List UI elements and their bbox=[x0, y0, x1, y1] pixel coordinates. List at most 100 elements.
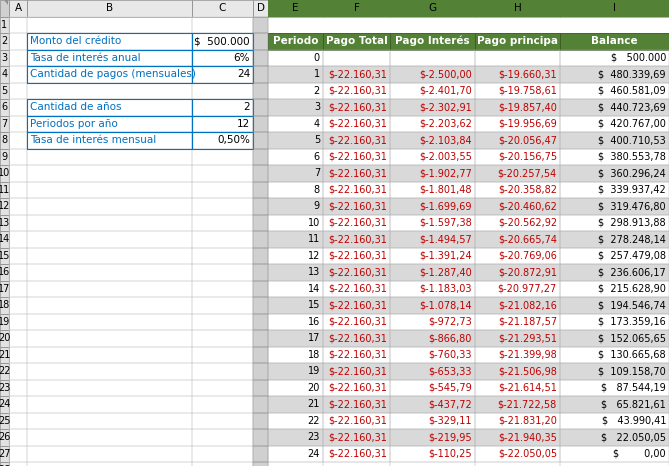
Text: 12: 12 bbox=[0, 201, 11, 211]
Text: $-21.293,51: $-21.293,51 bbox=[498, 333, 557, 343]
Bar bbox=[560, 82, 669, 99]
Bar bbox=[253, 379, 268, 396]
Bar bbox=[560, 330, 669, 347]
Text: Cantidad de años: Cantidad de años bbox=[30, 102, 122, 112]
Text: 12: 12 bbox=[308, 251, 320, 261]
Bar bbox=[268, 396, 323, 412]
Bar bbox=[192, 16, 253, 33]
Bar bbox=[0, 247, 9, 264]
Bar bbox=[560, 149, 669, 165]
Text: 8: 8 bbox=[1, 135, 7, 145]
Bar bbox=[268, 247, 323, 264]
Bar bbox=[9, 264, 27, 281]
Bar bbox=[192, 66, 253, 82]
Bar bbox=[0, 0, 9, 16]
Bar bbox=[475, 214, 560, 231]
Bar bbox=[0, 412, 9, 429]
Bar bbox=[0, 363, 9, 379]
Bar bbox=[560, 297, 669, 314]
Bar bbox=[27, 379, 192, 396]
Bar bbox=[0, 314, 9, 330]
Bar bbox=[390, 33, 475, 49]
Bar bbox=[560, 429, 669, 445]
Bar bbox=[27, 99, 192, 116]
Text: 10: 10 bbox=[0, 168, 11, 178]
Text: 24: 24 bbox=[0, 399, 11, 409]
Bar bbox=[323, 116, 390, 132]
Bar bbox=[390, 412, 475, 429]
Bar bbox=[9, 0, 27, 16]
Bar bbox=[27, 33, 192, 49]
Text: 11: 11 bbox=[0, 185, 11, 195]
Text: $-1.699,69: $-1.699,69 bbox=[419, 201, 472, 211]
Bar bbox=[0, 99, 9, 116]
Text: $-21.082,16: $-21.082,16 bbox=[498, 300, 557, 310]
Bar bbox=[323, 231, 390, 247]
Bar bbox=[27, 347, 192, 363]
Text: 6%: 6% bbox=[233, 53, 250, 63]
Text: 5: 5 bbox=[1, 86, 7, 96]
Bar bbox=[192, 379, 253, 396]
Bar bbox=[0, 132, 9, 149]
Bar bbox=[192, 247, 253, 264]
Text: $-21.399,98: $-21.399,98 bbox=[498, 350, 557, 360]
Bar bbox=[323, 429, 390, 445]
Text: $-2.302,91: $-2.302,91 bbox=[419, 102, 472, 112]
Bar bbox=[268, 347, 323, 363]
Bar bbox=[560, 0, 669, 16]
Text: 23: 23 bbox=[0, 383, 11, 393]
Text: 16: 16 bbox=[308, 317, 320, 327]
Bar bbox=[253, 264, 268, 281]
Bar bbox=[560, 231, 669, 247]
Bar bbox=[560, 330, 669, 347]
Bar bbox=[192, 99, 253, 116]
Text: $-20.665,74: $-20.665,74 bbox=[498, 234, 557, 244]
Bar bbox=[192, 82, 253, 99]
Text: $-2.401,70: $-2.401,70 bbox=[419, 86, 472, 96]
Bar bbox=[192, 0, 253, 16]
Text: 5: 5 bbox=[314, 135, 320, 145]
Bar bbox=[0, 462, 9, 466]
Bar bbox=[192, 214, 253, 231]
Text: 3: 3 bbox=[314, 102, 320, 112]
Bar bbox=[27, 231, 192, 247]
Bar bbox=[323, 66, 390, 82]
Text: 18: 18 bbox=[308, 350, 320, 360]
Bar bbox=[323, 379, 390, 396]
Bar bbox=[192, 297, 253, 314]
Text: $-21.506,98: $-21.506,98 bbox=[498, 366, 557, 376]
Bar bbox=[27, 66, 192, 82]
Bar bbox=[268, 181, 323, 198]
Bar bbox=[268, 198, 323, 214]
Text: 0,50%: 0,50% bbox=[217, 135, 250, 145]
Text: Pago principa: Pago principa bbox=[477, 36, 558, 46]
Bar bbox=[253, 198, 268, 214]
Bar bbox=[253, 16, 268, 33]
Text: $  319.476,80: $ 319.476,80 bbox=[598, 201, 666, 211]
Bar bbox=[253, 314, 268, 330]
Bar bbox=[253, 99, 268, 116]
Bar bbox=[9, 231, 27, 247]
Bar bbox=[560, 379, 669, 396]
Bar bbox=[0, 231, 9, 247]
Bar bbox=[390, 198, 475, 214]
Bar bbox=[27, 347, 192, 363]
Bar bbox=[253, 429, 268, 445]
Bar bbox=[390, 297, 475, 314]
Bar bbox=[192, 149, 253, 165]
Text: $-972,73: $-972,73 bbox=[428, 317, 472, 327]
Text: 21: 21 bbox=[0, 350, 11, 360]
Bar bbox=[268, 165, 323, 181]
Bar bbox=[192, 214, 253, 231]
Bar bbox=[475, 281, 560, 297]
Bar bbox=[253, 66, 268, 82]
Bar bbox=[323, 231, 390, 247]
Bar bbox=[560, 314, 669, 330]
Bar bbox=[0, 264, 9, 281]
Bar bbox=[9, 247, 27, 264]
Bar bbox=[475, 99, 560, 116]
Text: $-22.160,31: $-22.160,31 bbox=[328, 284, 387, 294]
Bar bbox=[192, 363, 253, 379]
Text: $-22.160,31: $-22.160,31 bbox=[328, 366, 387, 376]
Bar bbox=[475, 264, 560, 281]
